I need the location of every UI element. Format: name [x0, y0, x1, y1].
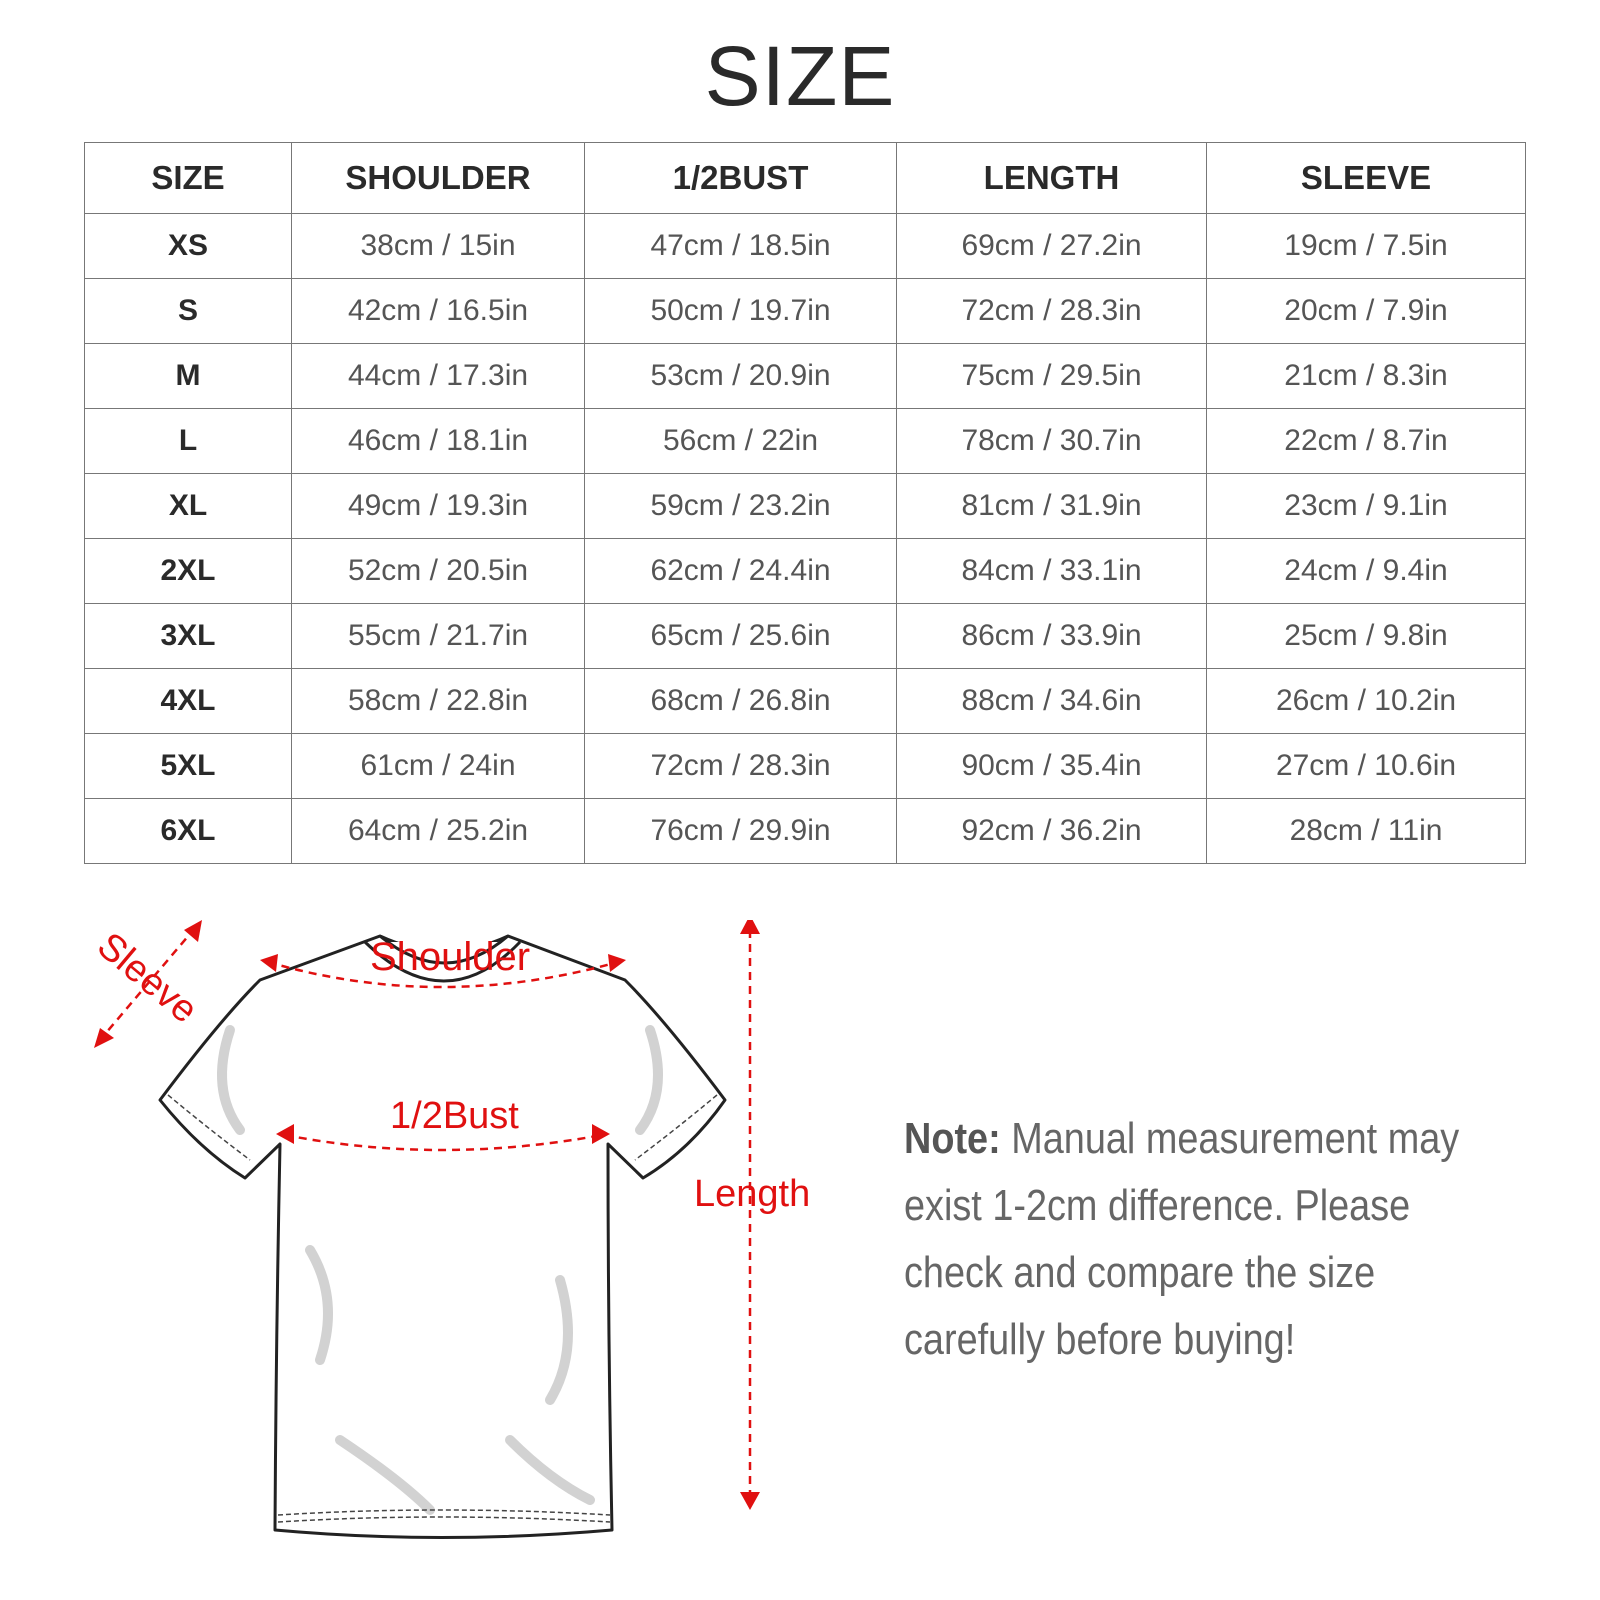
length-cell: 78cm / 30.7in: [896, 408, 1207, 474]
size-cell: 4XL: [84, 668, 292, 734]
sleeve-label: Sleeve: [89, 925, 205, 1032]
bust-cell: 72cm / 28.3in: [584, 733, 897, 799]
shoulder-cell: 64cm / 25.2in: [291, 798, 585, 864]
tshirt-outline: [158, 934, 727, 1539]
table-row: XL 49cm / 19.3in 59cm / 23.2in 81cm / 31.9i…: [84, 473, 1526, 539]
header-shoulder: SHOULDER: [291, 142, 585, 214]
tshirt-diagram: Shoulder 1/2Bust Length Sleeve: [89, 920, 810, 1539]
size-cell: 2XL: [84, 538, 292, 604]
sleeve-cell: 27cm / 10.6in: [1206, 733, 1526, 799]
sleeve-cell: 28cm / 11in: [1206, 798, 1526, 864]
bust-cell: 50cm / 19.7in: [584, 278, 897, 344]
shoulder-cell: 46cm / 18.1in: [291, 408, 585, 474]
length-cell: 92cm / 36.2in: [896, 798, 1207, 864]
bust-cell: 53cm / 20.9in: [584, 343, 897, 409]
length-cell: 88cm / 34.6in: [896, 668, 1207, 734]
table-row: 2XL 52cm / 20.5in 62cm / 24.4in 84cm / 33.1…: [84, 538, 1526, 604]
sleeve-cell: 20cm / 7.9in: [1206, 278, 1526, 344]
sleeve-cell: 23cm / 9.1in: [1206, 473, 1526, 539]
header-length: LENGTH: [896, 142, 1207, 214]
table-row: 5XL 61cm / 24in 72cm / 28.3in 90cm / 35.4in…: [84, 733, 1526, 799]
shoulder-cell: 49cm / 19.3in: [291, 473, 585, 539]
bust-cell: 76cm / 29.9in: [584, 798, 897, 864]
bust-label: 1/2Bust: [390, 1095, 519, 1137]
bust-cell: 59cm / 23.2in: [584, 473, 897, 539]
table-header-row: SIZE SHOULDER 1/2BUST LENGTH SLEEVE: [84, 142, 1526, 214]
header-sleeve: SLEEVE: [1206, 142, 1526, 214]
shoulder-cell: 52cm / 20.5in: [291, 538, 585, 604]
size-cell: XS: [84, 213, 292, 279]
length-cell: 75cm / 29.5in: [896, 343, 1207, 409]
page-title: SIZE: [704, 29, 896, 123]
header-size: SIZE: [84, 142, 292, 214]
size-cell: L: [84, 408, 292, 474]
tshirt-shading: [217, 1025, 663, 1515]
header-bust: 1/2BUST: [584, 142, 897, 214]
sleeve-cell: 19cm / 7.5in: [1206, 213, 1526, 279]
note-text: Manual measurement may exist 1-2cm diffe…: [904, 1114, 1460, 1364]
measure-lines: [99, 927, 752, 1500]
length-cell: 69cm / 27.2in: [896, 213, 1207, 279]
size-cell: S: [84, 278, 292, 344]
length-cell: 84cm / 33.1in: [896, 538, 1207, 604]
length-cell: 90cm / 35.4in: [896, 733, 1207, 799]
sleeve-cell: 24cm / 9.4in: [1206, 538, 1526, 604]
bust-cell: 68cm / 26.8in: [584, 668, 897, 734]
table-row: M 44cm / 17.3in 53cm / 20.9in 75cm / 29.5in…: [84, 343, 1526, 409]
size-cell: 6XL: [84, 798, 292, 864]
sleeve-cell: 26cm / 10.2in: [1206, 668, 1526, 734]
sleeve-measure-line: [99, 927, 196, 1041]
measurement-note: Note: Manual measurement may exist 1-2cm…: [904, 1105, 1506, 1373]
size-cell: M: [84, 343, 292, 409]
bust-cell: 62cm / 24.4in: [584, 538, 897, 604]
shoulder-cell: 42cm / 16.5in: [291, 278, 585, 344]
shoulder-cell: 38cm / 15in: [291, 213, 585, 279]
bust-cell: 47cm / 18.5in: [584, 213, 897, 279]
shoulder-measure-line: [267, 960, 619, 989]
size-cell: 5XL: [84, 733, 292, 799]
bust-cell: 65cm / 25.6in: [584, 603, 897, 669]
size-cell: XL: [84, 473, 292, 539]
sleeve-cell: 21cm / 8.3in: [1206, 343, 1526, 409]
shoulder-label: Shoulder: [370, 935, 530, 979]
table-row: 6XL 64cm / 25.2in 76cm / 29.9in 92cm / 36.2…: [84, 798, 1526, 864]
bust-cell: 56cm / 22in: [584, 408, 897, 474]
table-row: XS 38cm / 15in 47cm / 18.5in 69cm / 27.2in 1…: [84, 213, 1526, 279]
sleeve-cell: 22cm / 8.7in: [1206, 408, 1526, 474]
length-cell: 72cm / 28.3in: [896, 278, 1207, 344]
shoulder-cell: 44cm / 17.3in: [291, 343, 585, 409]
table-row: 4XL 58cm / 22.8in 68cm / 26.8in 88cm / 34.6…: [84, 668, 1526, 734]
table-row: S 42cm / 16.5in 50cm / 19.7in 72cm / 28.3in…: [84, 278, 1526, 344]
table-row: 3XL 55cm / 21.7in 65cm / 25.6in 86cm / 33.9…: [84, 603, 1526, 669]
shoulder-cell: 58cm / 22.8in: [291, 668, 585, 734]
tshirt-stitching: [167, 1094, 718, 1523]
note-label: Note:: [904, 1114, 1001, 1163]
table-row: L 46cm / 18.1in 56cm / 22in 78cm / 30.7in 22…: [84, 408, 1526, 474]
length-label: Length: [694, 1173, 810, 1215]
size-cell: 3XL: [84, 603, 292, 669]
size-chart-table: SIZE SHOULDER 1/2BUST LENGTH SLEEVE XS 38…: [84, 142, 1526, 864]
shoulder-cell: 61cm / 24in: [291, 733, 585, 799]
length-cell: 86cm / 33.9in: [896, 603, 1207, 669]
sleeve-cell: 25cm / 9.8in: [1206, 603, 1526, 669]
shoulder-cell: 55cm / 21.7in: [291, 603, 585, 669]
arrowheads: [94, 920, 760, 1510]
length-cell: 81cm / 31.9in: [896, 473, 1207, 539]
bust-measure-line: [284, 1133, 603, 1152]
